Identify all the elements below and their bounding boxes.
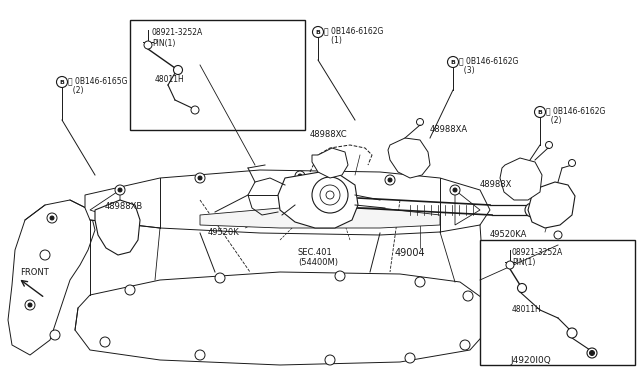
Circle shape xyxy=(463,291,473,301)
Circle shape xyxy=(320,185,340,205)
Circle shape xyxy=(110,220,126,236)
Circle shape xyxy=(50,330,60,340)
Circle shape xyxy=(534,106,545,118)
Circle shape xyxy=(447,57,458,67)
Circle shape xyxy=(114,224,122,232)
Text: 48988XC: 48988XC xyxy=(310,130,348,139)
Text: 48011H: 48011H xyxy=(155,75,185,84)
Text: Ⓑ 0B146-6162G
   (1): Ⓑ 0B146-6162G (1) xyxy=(324,26,383,45)
Circle shape xyxy=(295,171,305,181)
Circle shape xyxy=(215,273,225,283)
Text: PIN(1): PIN(1) xyxy=(512,258,536,267)
Circle shape xyxy=(567,328,577,338)
Circle shape xyxy=(118,188,122,192)
Circle shape xyxy=(40,250,50,260)
Circle shape xyxy=(326,191,334,199)
Circle shape xyxy=(198,176,202,180)
Text: Ⓑ 0B146-6162G
  (3): Ⓑ 0B146-6162G (3) xyxy=(459,56,518,76)
Circle shape xyxy=(525,203,539,217)
Text: B: B xyxy=(60,80,65,84)
Circle shape xyxy=(28,303,32,307)
Text: 08921-3252A: 08921-3252A xyxy=(152,28,204,37)
Circle shape xyxy=(312,26,323,38)
Text: B: B xyxy=(316,29,321,35)
Circle shape xyxy=(405,353,415,363)
Circle shape xyxy=(385,175,395,185)
Text: 48988XB: 48988XB xyxy=(105,202,143,211)
Text: 49004: 49004 xyxy=(395,248,426,258)
Text: 48988XA: 48988XA xyxy=(430,125,468,134)
Polygon shape xyxy=(278,172,358,228)
Circle shape xyxy=(335,271,345,281)
Circle shape xyxy=(191,106,199,114)
Bar xyxy=(130,20,305,130)
Circle shape xyxy=(173,65,182,74)
Text: 08921-3252A: 08921-3252A xyxy=(512,248,563,257)
Circle shape xyxy=(312,177,348,213)
Polygon shape xyxy=(8,200,95,355)
Circle shape xyxy=(50,216,54,220)
Text: 48988X: 48988X xyxy=(480,180,513,189)
Circle shape xyxy=(587,348,597,358)
Text: SEC.401
(54400M): SEC.401 (54400M) xyxy=(298,248,338,267)
Text: PIN(1): PIN(1) xyxy=(152,39,175,48)
Circle shape xyxy=(554,231,562,239)
Circle shape xyxy=(545,141,552,148)
Polygon shape xyxy=(85,170,490,235)
Polygon shape xyxy=(528,182,575,228)
Circle shape xyxy=(144,41,152,49)
Circle shape xyxy=(298,174,302,178)
Polygon shape xyxy=(95,200,140,255)
Circle shape xyxy=(47,213,57,223)
Text: Ⓑ 0B146-6162G
  (2): Ⓑ 0B146-6162G (2) xyxy=(546,106,605,125)
Polygon shape xyxy=(75,272,488,365)
Circle shape xyxy=(388,178,392,182)
Text: 49520KA: 49520KA xyxy=(490,230,527,239)
Polygon shape xyxy=(388,138,430,178)
Polygon shape xyxy=(500,158,542,200)
Bar xyxy=(480,240,635,365)
Circle shape xyxy=(518,283,527,292)
Circle shape xyxy=(125,285,135,295)
Circle shape xyxy=(325,355,335,365)
Polygon shape xyxy=(90,190,120,220)
Circle shape xyxy=(417,119,424,125)
Text: J4920I0Q: J4920I0Q xyxy=(510,356,551,365)
Text: 49520K: 49520K xyxy=(208,228,240,237)
Circle shape xyxy=(195,173,205,183)
Circle shape xyxy=(506,261,514,269)
Circle shape xyxy=(195,350,205,360)
Circle shape xyxy=(460,340,470,350)
Polygon shape xyxy=(200,208,440,228)
Circle shape xyxy=(56,77,67,87)
Text: FRONT: FRONT xyxy=(20,268,49,277)
Circle shape xyxy=(450,185,460,195)
Text: B: B xyxy=(538,109,543,115)
Circle shape xyxy=(25,300,35,310)
Circle shape xyxy=(115,185,125,195)
Polygon shape xyxy=(312,148,348,178)
Circle shape xyxy=(529,207,535,213)
Circle shape xyxy=(106,236,114,244)
Circle shape xyxy=(415,277,425,287)
Circle shape xyxy=(453,188,457,192)
Text: B: B xyxy=(451,60,456,64)
Circle shape xyxy=(568,160,575,167)
Circle shape xyxy=(589,350,595,356)
Text: 48011H: 48011H xyxy=(512,305,541,314)
Polygon shape xyxy=(455,190,480,225)
Text: Ⓑ 0B146-6165G
  (2): Ⓑ 0B146-6165G (2) xyxy=(68,76,127,95)
Circle shape xyxy=(100,337,110,347)
